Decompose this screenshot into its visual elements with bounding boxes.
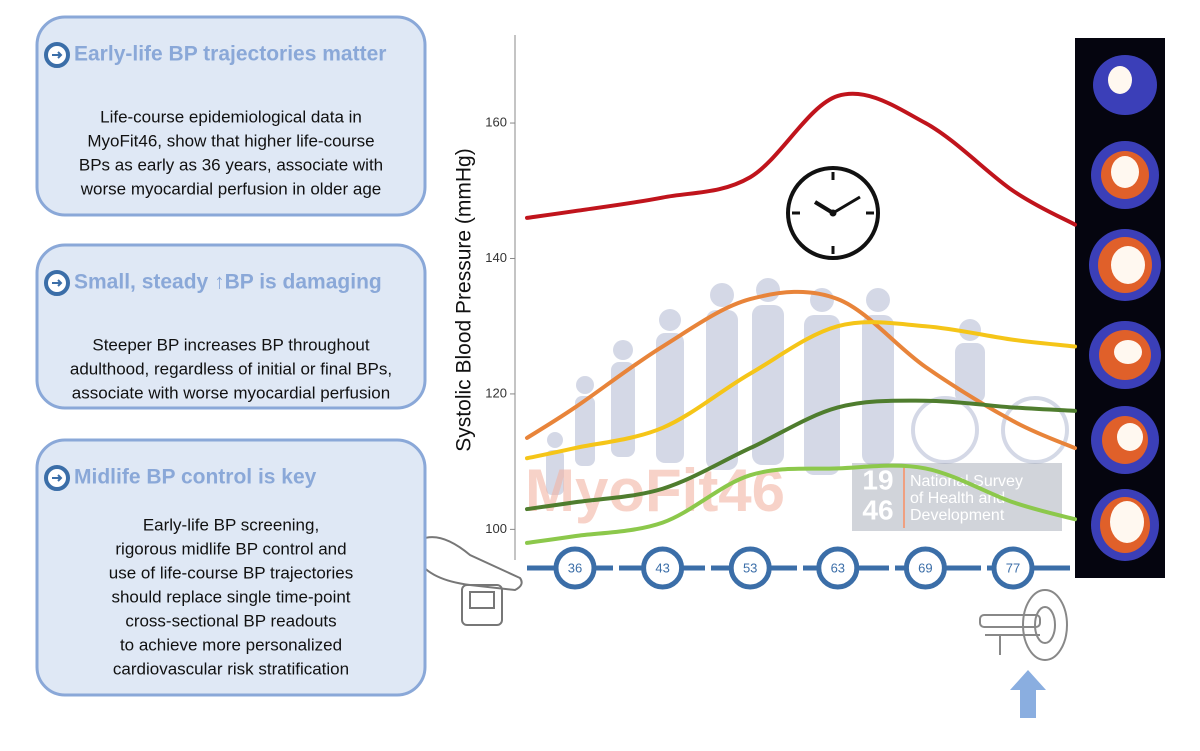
panel-icon-arrow <box>52 474 63 482</box>
mri-strip <box>1075 38 1165 578</box>
age-label: 53 <box>743 560 757 575</box>
panel-box <box>35 243 427 410</box>
year-bottom: 46 <box>862 494 893 525</box>
panel-text: associate with worse myocardial perfusio… <box>72 383 390 402</box>
bp-trajectory <box>525 289 1077 451</box>
panel-text: rigorous midlife BP control and <box>115 539 346 558</box>
panel-title: Early-life BP trajectories matter <box>74 43 386 66</box>
panel-text: worse myocardial perfusion in older age <box>80 179 382 198</box>
panel-box <box>35 438 427 697</box>
mri-scanner-icon <box>979 589 1068 661</box>
y-tick-label: 120 <box>485 385 507 400</box>
panel-text: Life-course epidemiological data in <box>100 107 362 126</box>
year-top: 19 <box>862 464 893 495</box>
survey-line: Development <box>910 507 1005 524</box>
age-label: 69 <box>918 560 932 575</box>
survey-line: of Health and <box>910 490 1005 507</box>
panel-box <box>35 15 427 217</box>
panel-icon-arrow <box>52 51 63 59</box>
panel-text: Steeper BP increases BP throughout <box>92 335 369 354</box>
panel-text: use of life-course BP trajectories <box>109 563 353 582</box>
panel: Early-life BP trajectories matter Life-co… <box>35 15 427 217</box>
panel-text: cardiovascular risk stratification <box>113 659 349 678</box>
age-label: 77 <box>1006 560 1020 575</box>
silhouettes <box>546 278 1069 495</box>
y-tick-label: 160 <box>485 114 507 129</box>
panel-text: should replace single time-point <box>111 587 350 606</box>
panel-text: BPs as early as 36 years, associate with <box>79 155 383 174</box>
chart: 100 120 140 160 Systolic Blood Pressure (mmH… <box>453 35 1077 590</box>
age-marker <box>903 546 947 590</box>
age-marker <box>816 546 860 590</box>
panel-text: Early-life BP screening, <box>143 515 319 534</box>
panel-title: Small, steady ↑BP is damaging <box>74 271 382 294</box>
bp-trajectory <box>525 91 1077 227</box>
up-arrow <box>1010 670 1046 718</box>
age-label: 63 <box>831 560 845 575</box>
age-label: 43 <box>655 560 669 575</box>
y-tick-label: 140 <box>485 250 507 265</box>
clock-icon <box>786 166 880 260</box>
age-marker <box>641 546 685 590</box>
panel: Small, steady ↑BP is damaging Steeper BP … <box>35 243 427 410</box>
panel-text: adulthood, regardless of initial or fina… <box>70 359 392 378</box>
bp-trajectory <box>525 398 1077 512</box>
bp-trajectory <box>525 463 1077 545</box>
age-marker <box>728 546 772 590</box>
panel-text: to achieve more personalized <box>120 635 342 654</box>
age-label: 36 <box>568 560 582 575</box>
y-tick-label: 100 <box>485 521 507 536</box>
age-marker <box>553 546 597 590</box>
bp-cuff-icon <box>416 536 523 626</box>
panel-title: Midlife BP control is key <box>74 466 317 489</box>
age-marker <box>991 546 1035 590</box>
panel-text: MyoFit46, show that higher life-course <box>87 131 374 150</box>
y-axis-label: Systolic Blood Pressure (mmHg) <box>453 148 476 451</box>
panel-icon-arrow <box>52 279 63 287</box>
bp-trajectory <box>525 320 1077 461</box>
survey-box <box>852 463 1062 531</box>
panel-text: cross-sectional BP readouts <box>125 611 336 630</box>
panel: Midlife BP control is key Early-life BP s… <box>35 438 427 697</box>
